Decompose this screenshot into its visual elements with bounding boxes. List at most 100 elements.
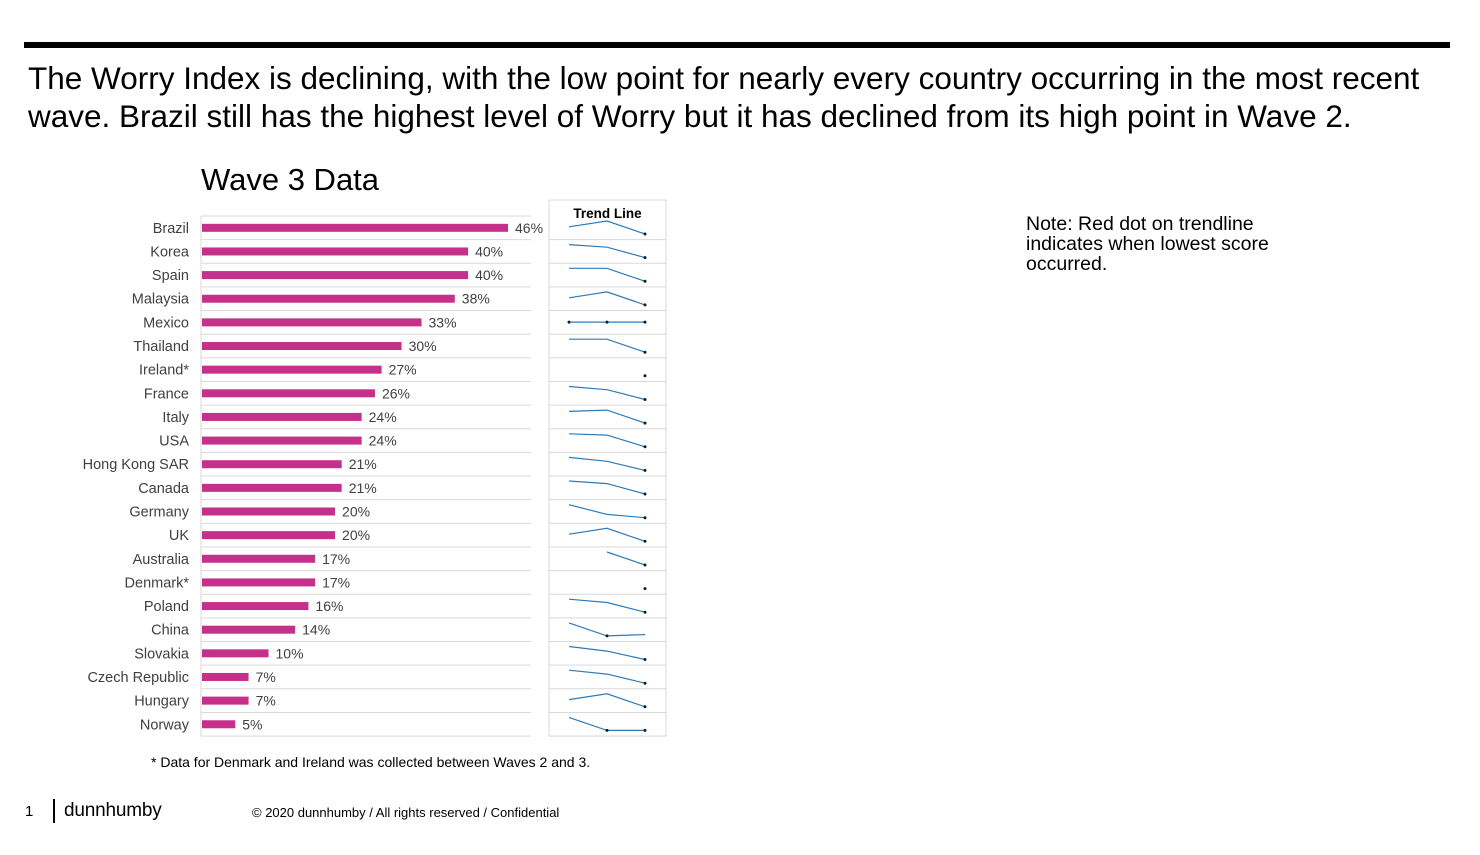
trend-box — [548, 199, 667, 737]
slide-headline: The Worry Index is declining, with the l… — [28, 60, 1420, 134]
value-label: 24% — [369, 433, 397, 449]
bar — [202, 436, 362, 445]
value-label: 17% — [322, 574, 350, 590]
category-label: Poland — [144, 599, 189, 615]
trend-line — [568, 693, 646, 708]
trend-low-point — [605, 320, 609, 324]
trend-low-point — [643, 658, 647, 661]
value-label: 20% — [342, 527, 370, 543]
bar — [202, 531, 336, 540]
bar — [202, 294, 455, 303]
category-label: Australia — [133, 552, 190, 568]
bar — [202, 318, 422, 327]
bar — [202, 389, 375, 398]
category-label: Canada — [138, 481, 190, 497]
trend-low-point — [643, 468, 647, 472]
value-label: 5% — [242, 716, 262, 732]
bar — [202, 365, 382, 374]
value-label: 7% — [256, 693, 276, 709]
trend-line — [568, 409, 646, 424]
trend-low-point — [643, 350, 647, 354]
value-label: 46% — [515, 220, 543, 236]
trend-line — [569, 267, 646, 282]
bar — [202, 554, 316, 563]
category-label: France — [144, 386, 189, 402]
trend-line — [568, 480, 646, 495]
value-label: 10% — [276, 645, 304, 661]
page-number: 1 — [25, 803, 34, 820]
category-label: Italy — [162, 410, 189, 426]
trend-low-point — [605, 634, 609, 638]
trend-low-point — [643, 256, 647, 260]
value-label: 33% — [429, 314, 457, 330]
category-label: Norway — [140, 717, 190, 733]
trend-low-point — [643, 539, 647, 543]
trend-line — [568, 433, 646, 448]
footnote: * Data for Denmark and Ireland was colle… — [151, 754, 591, 770]
trend-line — [569, 338, 646, 353]
category-label: Hungary — [134, 694, 190, 710]
chart-title: Wave 3 Data — [201, 162, 380, 197]
top-rule — [24, 42, 1450, 48]
bar — [202, 223, 508, 232]
value-label: 7% — [256, 669, 276, 685]
trend-line — [568, 244, 646, 259]
category-label: Thailand — [133, 339, 189, 355]
bar — [202, 578, 316, 587]
bar — [202, 507, 336, 516]
trend-line — [568, 622, 646, 637]
value-label: 21% — [349, 480, 377, 496]
category-label: Malaysia — [132, 292, 190, 308]
trend-line — [568, 291, 646, 306]
trend-line — [568, 527, 646, 542]
category-label: Germany — [129, 505, 189, 521]
trend-low-point — [643, 232, 647, 236]
category-label: USA — [159, 434, 189, 450]
category-label: Korea — [150, 244, 190, 260]
trend-low-point — [643, 587, 647, 591]
value-label: 27% — [389, 362, 417, 378]
bar — [202, 720, 236, 729]
category-label: Slovakia — [134, 646, 190, 662]
trend-low-point — [643, 492, 647, 496]
trend-low-point — [643, 320, 647, 324]
category-label: Denmark* — [125, 575, 190, 591]
category-label: Mexico — [143, 315, 189, 331]
brand-logo: dunnhumby — [64, 800, 162, 821]
trend-line — [568, 385, 646, 401]
bar — [202, 460, 342, 469]
copyright-text: © 2020 dunnhumby / All rights reserved /… — [252, 805, 560, 820]
value-label: 40% — [475, 243, 503, 259]
value-label: 14% — [302, 622, 330, 638]
trend-low-point — [643, 279, 647, 283]
bar — [202, 649, 269, 658]
bar — [202, 672, 249, 681]
trend-line — [568, 669, 646, 684]
trend-low-point — [643, 705, 647, 709]
value-label: 30% — [409, 338, 437, 354]
trend-line — [568, 456, 646, 471]
category-label: Brazil — [153, 221, 189, 237]
trend-header: Trend Line — [573, 206, 642, 221]
value-label: 40% — [475, 267, 503, 283]
category-label: Spain — [152, 268, 189, 284]
trend-low-point — [643, 303, 647, 307]
trend-low-point — [605, 728, 609, 732]
trend-line — [568, 504, 646, 519]
value-label: 21% — [349, 456, 377, 472]
category-label: China — [151, 623, 190, 639]
category-label: Czech Republic — [87, 670, 189, 686]
category-label: Ireland* — [139, 363, 189, 379]
trend-low-point — [643, 374, 647, 378]
trend-low-point — [643, 398, 647, 401]
trend-low-point — [643, 563, 647, 567]
trend-low-point — [643, 445, 647, 449]
bar — [202, 483, 342, 492]
trend-line — [568, 716, 645, 732]
trend-low-point — [643, 516, 647, 520]
bar — [202, 271, 469, 280]
trend-low-point — [643, 728, 647, 732]
trend-low-point — [643, 681, 647, 685]
bar — [202, 625, 296, 634]
trend-line — [568, 220, 646, 235]
